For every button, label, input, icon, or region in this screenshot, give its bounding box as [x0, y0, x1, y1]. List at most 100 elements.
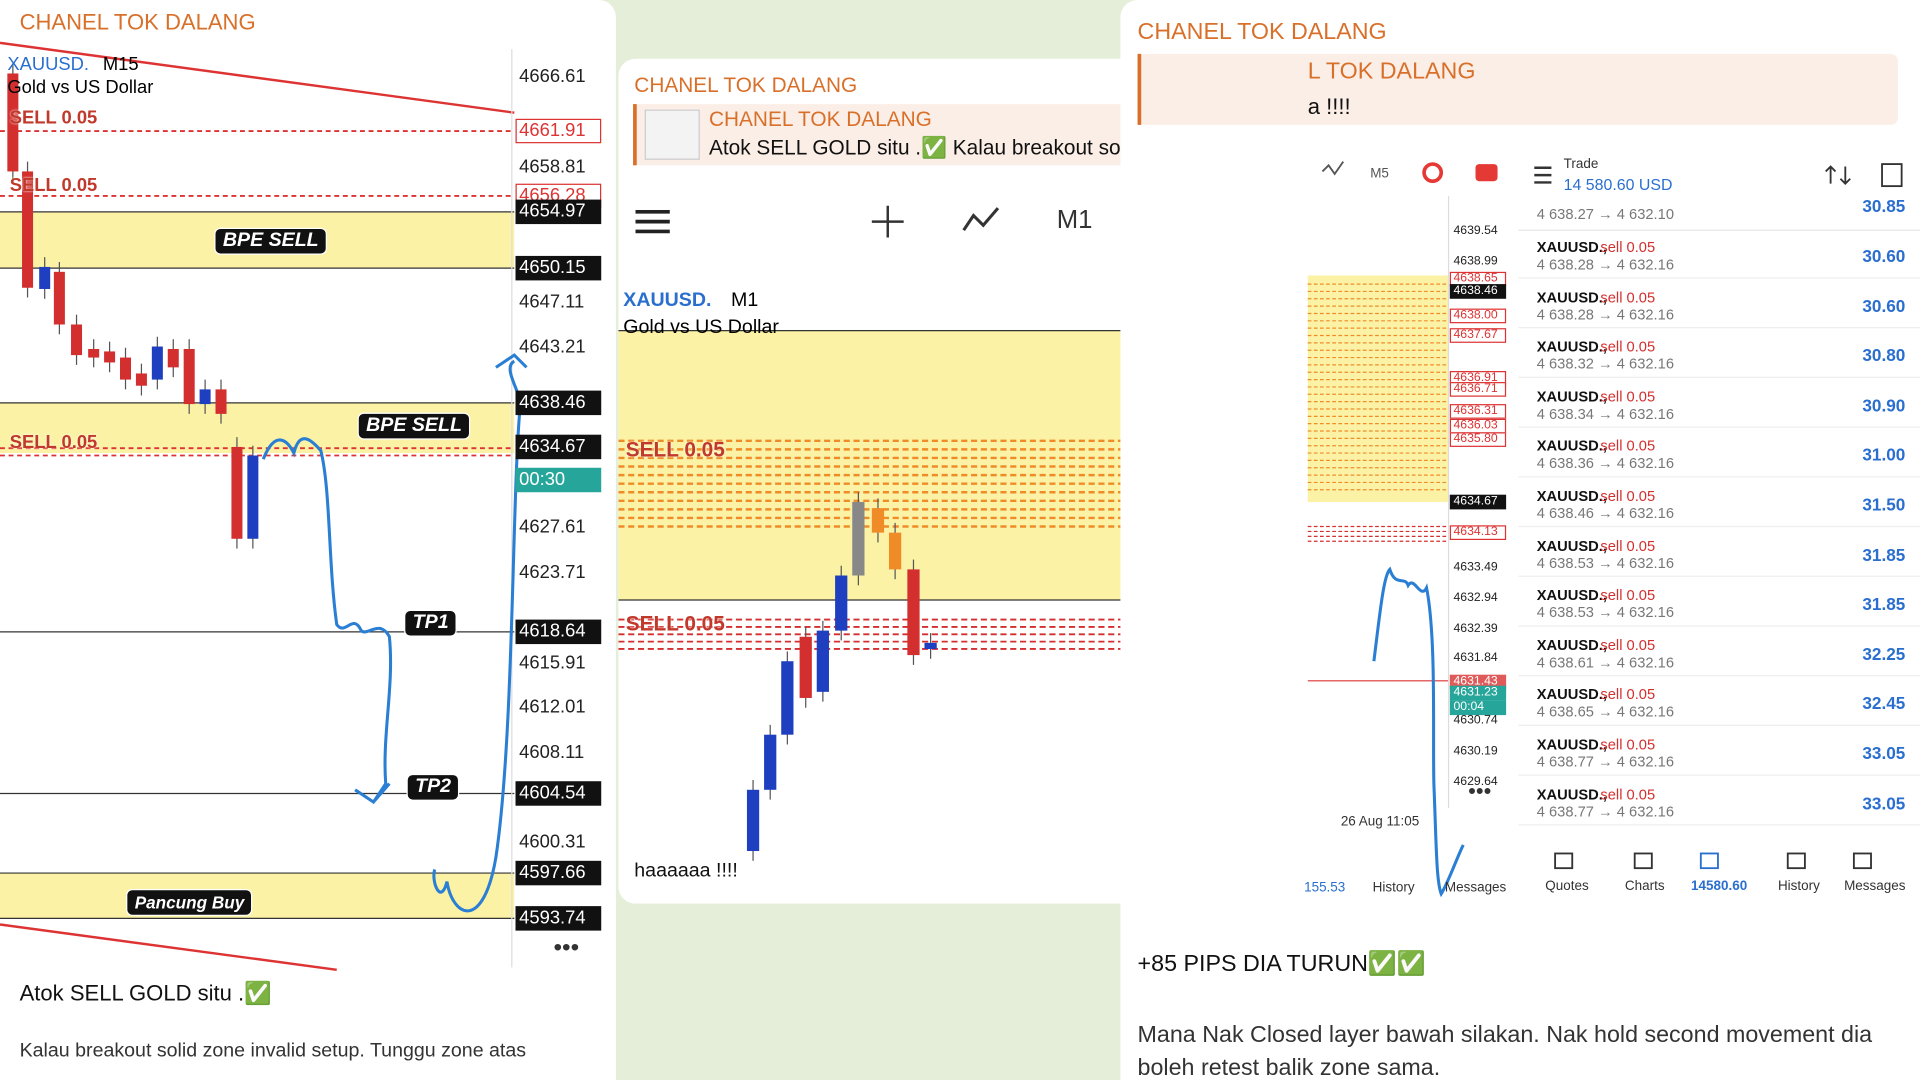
trade-symbol: XAUUSD., — [1536, 288, 1607, 306]
nav-item[interactable]: History — [1372, 880, 1415, 896]
trade-route: 4 638.28 → 4 632.16 — [1536, 255, 1674, 274]
price-label: 4597.66 — [515, 860, 602, 886]
channel-name: CHANEL TOK DALANG — [19, 9, 256, 35]
price-label: 4631.23 — [1449, 685, 1507, 701]
trade-symbol: XAUUSD., — [1536, 387, 1607, 406]
trade-symbol: XAUUSD., — [1536, 338, 1607, 356]
trade-route: 4 638.65 → 4 632.16 — [1536, 703, 1674, 721]
trade-symbol: XAUUSD., — [1536, 537, 1607, 555]
trade-route: 4 638.28 → 4 632.16 — [1536, 305, 1674, 323]
message-text: haaaaaa !!!! — [634, 860, 738, 882]
message-text: Mana Nak Closed layer bawah silakan. Nak… — [1137, 1022, 1873, 1080]
order-label: SELL 0.05 — [9, 107, 98, 129]
trade-symbol: XAUUSD., — [1536, 636, 1607, 654]
price-label: 4623.71 — [519, 562, 586, 583]
price-label: 4632.39 — [1453, 622, 1498, 636]
trade-side: sell 0.05 — [1600, 686, 1656, 704]
price-label: 4637.67 — [1449, 328, 1507, 343]
price-label: 4650.15 — [515, 255, 602, 281]
timeframe-button[interactable]: M1 — [1056, 205, 1093, 234]
trade-route: 4 638.46 → 4 632.16 — [1536, 504, 1674, 522]
trade-side: sell 0.05 — [1600, 537, 1656, 555]
reply-text[interactable]: a !!!! — [1307, 94, 1351, 119]
trade-side: sell 0.05 — [1600, 586, 1656, 604]
price-label: 4638.65 — [1449, 271, 1507, 287]
price-label: 4593.74 — [515, 906, 602, 931]
price-label: 4618.64 — [515, 619, 602, 645]
trade-route: 4 638.27 → 4 632.10 — [1536, 205, 1674, 223]
price-label: 4661.91 — [515, 118, 602, 144]
price-label: 4634.67 — [1449, 494, 1507, 510]
order-label: SELL 0.05 — [9, 432, 98, 454]
price-label: 4639.54 — [1453, 224, 1498, 238]
price-label: 00:04 — [1449, 700, 1507, 716]
price-label: 00:30 — [515, 467, 602, 493]
trade-side: sell 0.05 — [1600, 735, 1656, 754]
nav-item[interactable]: 155.53 — [1304, 880, 1346, 896]
trade-side: sell 0.05 — [1600, 238, 1656, 256]
price-label: 4608.11 — [519, 742, 585, 763]
price-label: 4647.11 — [519, 291, 585, 313]
trade-profit: 33.05 — [1862, 792, 1906, 813]
order-label: SELL 0.05 — [625, 612, 725, 636]
trade-profit: 31.85 — [1862, 544, 1906, 564]
message-panel: ••• CHANEL TOK DALANG XAUUSD. M15 Gold v… — [0, 0, 616, 1080]
nav-item[interactable]: Quotes — [1545, 879, 1589, 894]
price-label: 4632.94 — [1453, 591, 1498, 605]
nav-item[interactable]: Messages — [1444, 880, 1507, 896]
trade-profit: 30.60 — [1862, 295, 1906, 316]
price-label: 4638.00 — [1449, 308, 1507, 324]
price-label: 4631.84 — [1453, 651, 1498, 665]
trade-side: sell 0.05 — [1600, 636, 1656, 654]
timeframe-button[interactable]: M5 — [1370, 166, 1389, 182]
price-label: 4636.31 — [1449, 404, 1507, 419]
message-text: Kalau breakout solid zone invalid setup.… — [19, 1040, 527, 1062]
trade-route: 4 638.53 → 4 632.16 — [1536, 554, 1674, 572]
message-text: Atok SELL GOLD situ .✅ — [19, 980, 272, 1006]
trade-title: Trade — [1563, 156, 1599, 172]
symbol[interactable]: XAUUSD. — [7, 53, 90, 75]
reply-title[interactable]: CHANEL TOK DALANG — [708, 107, 932, 132]
svg-text:•••: ••• — [1468, 778, 1491, 803]
trade-side: sell 0.05 — [1600, 437, 1656, 455]
trade-profit: 30.60 — [1862, 246, 1906, 266]
chart-date: 26 Aug 11:05 — [1340, 814, 1420, 829]
target-label: TP1 — [404, 609, 458, 637]
nav-item[interactable]: 14580.60 — [1691, 879, 1748, 894]
trade-profit: 32.45 — [1862, 693, 1906, 714]
price-label: 4666.61 — [519, 66, 586, 87]
message-text: +85 PIPS DIA TURUN✅✅ — [1137, 951, 1426, 978]
trade-route: 4 638.61 → 4 632.16 — [1536, 653, 1674, 671]
trade-symbol: XAUUSD., — [1536, 785, 1607, 803]
reply-title[interactable]: L TOK DALANG — [1307, 58, 1476, 85]
trade-profit: 31.00 — [1862, 444, 1906, 465]
channel-name: CHANEL TOK DALANG — [1137, 19, 1387, 46]
price-label: 4612.01 — [519, 696, 586, 718]
trade-symbol: XAUUSD., — [1536, 586, 1607, 604]
chart-drawing: ••• — [1137, 53, 1920, 903]
trade-symbol: XAUUSD., — [1536, 735, 1607, 754]
price-label: 4604.54 — [515, 781, 602, 806]
trade-profit: 31.85 — [1862, 594, 1906, 614]
trade-profit: 32.25 — [1862, 643, 1906, 664]
nav-item[interactable]: Messages — [1844, 879, 1906, 894]
message-panel: ••• CHANEL TOK DALANG L TOK DALANG a !!!… — [1120, 0, 1920, 1080]
zone-label: BPE SELL — [357, 412, 471, 440]
target-label: TP2 — [406, 773, 460, 801]
trade-profit: 33.05 — [1862, 743, 1906, 763]
price-label: 4627.61 — [519, 516, 586, 538]
zone-label: Pancung Buy — [126, 888, 253, 916]
symbol[interactable]: XAUUSD. — [623, 290, 712, 312]
price-label: 4615.91 — [519, 652, 586, 674]
trade-route: 4 638.32 → 4 632.16 — [1536, 355, 1674, 373]
channel-name: CHANEL TOK DALANG — [634, 73, 858, 97]
trade-symbol: XAUUSD., — [1536, 437, 1607, 455]
trade-side: sell 0.05 — [1600, 785, 1656, 803]
trade-route: 4 638.77 → 4 632.16 — [1536, 802, 1674, 820]
nav-item[interactable]: Charts — [1624, 879, 1665, 894]
order-label: SELL 0.05 — [625, 438, 725, 462]
price-label: 4636.91 — [1449, 371, 1507, 386]
trade-route: 4 638.36 → 4 632.16 — [1536, 454, 1674, 472]
trade-route: 4 638.53 → 4 632.16 — [1536, 603, 1674, 622]
nav-item[interactable]: History — [1777, 879, 1820, 894]
